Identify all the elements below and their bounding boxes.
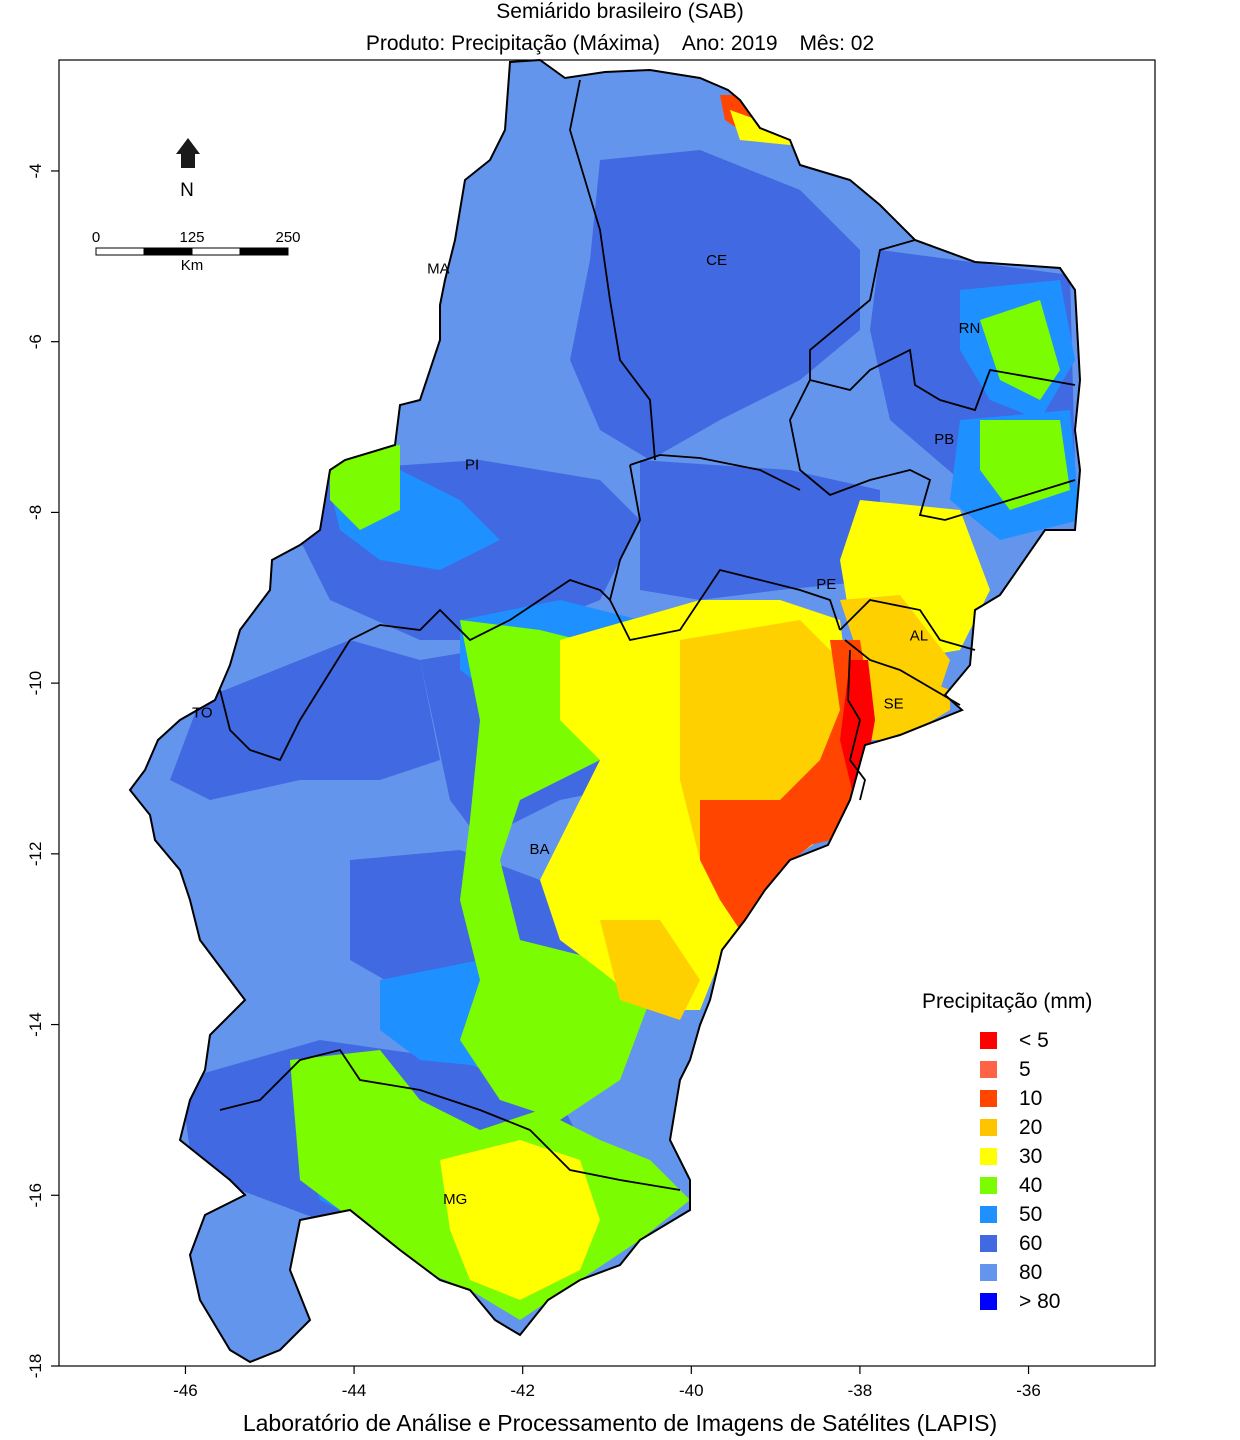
legend-item: 40 <box>922 1171 1092 1200</box>
legend-swatch <box>980 1090 997 1107</box>
legend-item: > 80 <box>922 1287 1092 1316</box>
north-arrow <box>176 138 200 168</box>
legend-swatch <box>980 1235 997 1252</box>
footer-credit: Laboratório de Análise e Processamento d… <box>242 1410 998 1436</box>
y-tick-label: -4 <box>26 163 45 178</box>
legend-swatch <box>980 1148 997 1165</box>
north-arrow-label: N <box>180 180 194 201</box>
x-tick-label: -46 <box>173 1381 198 1400</box>
y-tick-label: -14 <box>26 1012 45 1037</box>
scale-unit: Km <box>181 257 204 274</box>
legend-label: 50 <box>1019 1202 1043 1226</box>
legend-item: 80 <box>922 1258 1092 1287</box>
legend-label: > 80 <box>1019 1289 1061 1313</box>
state-label-pb: PB <box>934 431 954 448</box>
state-label-pe: PE <box>816 576 836 593</box>
y-tick-label: -18 <box>26 1354 45 1379</box>
state-label-ba: BA <box>530 841 550 858</box>
legend-label: 10 <box>1019 1086 1043 1110</box>
x-axis: -46 -44 -42 -40 -38 -36 <box>173 1366 1041 1400</box>
state-label-rn: RN <box>959 320 981 337</box>
sab-boundary <box>128 58 1082 1364</box>
legend-swatch <box>980 1061 997 1078</box>
product-label: Produto: Precipitação (Máxima) <box>365 32 660 55</box>
legend-swatch <box>980 1177 997 1194</box>
legend-swatch <box>980 1032 997 1049</box>
legend-label: 30 <box>1019 1144 1043 1168</box>
legend: Precipitação (mm) < 5 5 10 20 30 40 50 60 80 > 80 <box>922 990 1092 1316</box>
state-label-al: AL <box>910 627 928 644</box>
map-title: Semiárido brasileiro (SAB) <box>496 0 744 23</box>
y-tick-label: -12 <box>26 842 45 867</box>
legend-item: < 5 <box>922 1026 1092 1055</box>
legend-item: 60 <box>922 1229 1092 1258</box>
x-tick-label: -38 <box>848 1381 873 1400</box>
legend-title: Precipitação (mm) <box>922 990 1093 1013</box>
legend-item: 20 <box>922 1113 1092 1142</box>
precipitation-raster <box>130 60 1080 1362</box>
plot-frame <box>58 59 1156 1367</box>
legend-items: < 5 5 10 20 30 40 50 60 80 > 80 <box>922 1026 1092 1316</box>
legend-label: < 5 <box>1019 1028 1049 1052</box>
legend-label: 60 <box>1019 1231 1043 1255</box>
legend-swatch <box>980 1119 997 1136</box>
year-label: Ano: 2019 <box>681 32 778 55</box>
legend-label: 80 <box>1019 1260 1043 1284</box>
legend-item: 5 <box>922 1055 1092 1084</box>
legend-label: 40 <box>1019 1173 1043 1197</box>
scale-label-125: 125 <box>179 229 204 246</box>
y-tick-label: -8 <box>26 505 45 520</box>
legend-swatch <box>980 1206 997 1223</box>
scale-label-0: 0 <box>92 229 100 246</box>
legend-swatch <box>980 1293 997 1310</box>
x-tick-label: -36 <box>1016 1381 1041 1400</box>
state-label-to: TO <box>192 704 213 721</box>
legend-item: 50 <box>922 1200 1092 1229</box>
legend-label: 5 <box>1019 1057 1031 1081</box>
state-label-se: SE <box>884 696 904 713</box>
state-label-pi: PI <box>465 457 479 474</box>
x-tick-label: -40 <box>679 1381 704 1400</box>
legend-label: 20 <box>1019 1115 1043 1139</box>
x-tick-label: -42 <box>510 1381 535 1400</box>
scale-bar <box>95 247 289 256</box>
state-labels: MA CE RN PB PI PE AL SE TO BA MG <box>192 252 980 1208</box>
legend-swatch <box>980 1264 997 1281</box>
y-axis: -4 -6 -8 -10 -12 -14 -16 -18 <box>26 163 59 1378</box>
legend-item: 30 <box>922 1142 1092 1171</box>
legend-item: 10 <box>922 1084 1092 1113</box>
state-boundaries <box>219 79 1076 1191</box>
y-tick-label: -6 <box>26 334 45 349</box>
scale-label-250: 250 <box>275 229 300 246</box>
state-label-ma: MA <box>427 260 450 277</box>
y-tick-label: -16 <box>26 1183 45 1208</box>
map-subtitle: Produto: Precipitação (Máxima) Ano: 2019… <box>0 32 1240 56</box>
y-tick-label: -10 <box>26 671 45 696</box>
state-label-ce: CE <box>706 252 727 269</box>
month-label: Mês: 02 <box>799 32 875 55</box>
x-tick-label: -44 <box>342 1381 367 1400</box>
state-label-mg: MG <box>443 1191 467 1208</box>
